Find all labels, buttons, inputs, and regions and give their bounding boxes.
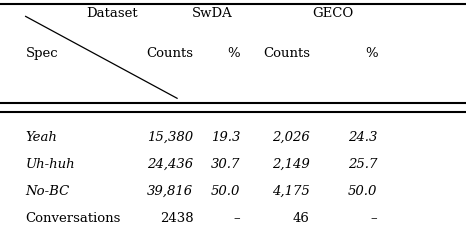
Text: Counts: Counts <box>146 47 193 60</box>
Text: 39,816: 39,816 <box>147 185 193 198</box>
Text: 4,175: 4,175 <box>272 185 310 198</box>
Text: 24.3: 24.3 <box>348 131 377 144</box>
Text: 24,436: 24,436 <box>147 158 193 171</box>
Text: 15,380: 15,380 <box>147 131 193 144</box>
Text: %: % <box>365 47 377 60</box>
Text: Spec: Spec <box>26 47 58 60</box>
Text: GECO: GECO <box>313 7 354 20</box>
Text: –: – <box>371 212 377 225</box>
Text: 2,026: 2,026 <box>272 131 310 144</box>
Text: Yeah: Yeah <box>26 131 57 144</box>
Text: 2,149: 2,149 <box>272 158 310 171</box>
Text: 2438: 2438 <box>160 212 193 225</box>
Text: 19.3: 19.3 <box>211 131 240 144</box>
Text: Dataset: Dataset <box>86 7 137 20</box>
Text: %: % <box>227 47 240 60</box>
Text: 50.0: 50.0 <box>348 185 377 198</box>
Text: 30.7: 30.7 <box>211 158 240 171</box>
Text: SwDA: SwDA <box>192 7 233 20</box>
Text: 50.0: 50.0 <box>211 185 240 198</box>
Text: 25.7: 25.7 <box>348 158 377 171</box>
Text: Uh-huh: Uh-huh <box>26 158 75 171</box>
Text: Counts: Counts <box>263 47 310 60</box>
Text: Conversations: Conversations <box>26 212 121 225</box>
Text: –: – <box>233 212 240 225</box>
Text: 46: 46 <box>293 212 310 225</box>
Text: No-BC: No-BC <box>26 185 70 198</box>
